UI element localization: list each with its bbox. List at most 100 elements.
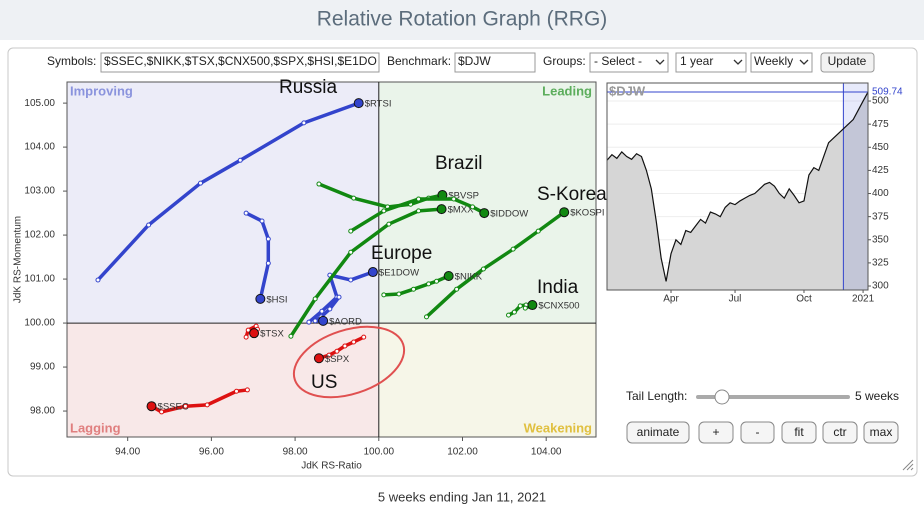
tail-point[interactable] [511, 309, 517, 315]
head-point[interactable] [146, 401, 157, 412]
head-point[interactable] [436, 204, 447, 215]
point-label: $IDDOW [490, 209, 528, 220]
tail-point[interactable] [146, 222, 152, 228]
tail-point[interactable] [243, 334, 249, 340]
head-point[interactable] [249, 328, 260, 339]
y-tick-label: 103.00 [24, 186, 55, 197]
tail-point[interactable] [517, 303, 523, 309]
tail-point[interactable] [265, 260, 271, 266]
tail-point[interactable] [506, 312, 512, 318]
head-point[interactable] [559, 207, 570, 218]
y-tick-label: 98.00 [30, 406, 55, 417]
tail-point[interactable] [510, 246, 516, 252]
tail-point[interactable] [306, 319, 312, 325]
tail-point[interactable] [361, 334, 367, 340]
tail-point[interactable] [265, 236, 271, 242]
tail-point[interactable] [334, 348, 340, 354]
tail-line [96, 101, 361, 282]
head-point[interactable] [443, 270, 454, 281]
tail-point[interactable] [396, 291, 402, 297]
tail-point[interactable] [233, 388, 239, 394]
point-label: $TSX [260, 329, 284, 340]
groups-select[interactable] [589, 52, 669, 73]
benchmark-input[interactable] [454, 52, 536, 73]
tail-point[interactable] [198, 180, 204, 186]
update-button[interactable] [820, 52, 875, 73]
tail-slider-knob[interactable] [714, 389, 730, 405]
tail-point[interactable] [319, 308, 325, 314]
tail-point[interactable] [451, 196, 457, 202]
y-tick-label: 475 [872, 119, 889, 130]
head-point[interactable] [367, 267, 378, 278]
head-point[interactable] [479, 208, 490, 219]
tail-point[interactable] [301, 120, 307, 126]
tail-point[interactable] [342, 343, 348, 349]
quadrant-label: Weakening [524, 420, 592, 435]
tail-point[interactable] [159, 409, 165, 415]
tail-point[interactable] [243, 210, 249, 216]
tail-point[interactable] [416, 196, 422, 202]
head-point[interactable] [313, 353, 324, 364]
tail-point[interactable] [348, 249, 354, 255]
point-label: $HSI [266, 294, 287, 305]
tail-point[interactable] [411, 286, 417, 292]
tail-point[interactable] [470, 204, 476, 210]
x-tick-label: 96.00 [199, 447, 224, 458]
tail-point[interactable] [182, 403, 188, 409]
tail-point[interactable] [326, 352, 332, 358]
head-point[interactable] [318, 315, 329, 326]
tail-point[interactable] [454, 286, 460, 292]
symbols-input[interactable] [100, 52, 380, 73]
tail-point[interactable] [259, 218, 265, 224]
tail-point[interactable] [426, 281, 432, 287]
tail-point[interactable] [312, 296, 318, 302]
tail-point[interactable] [522, 305, 528, 311]
x-tick-label: 102.00 [447, 447, 478, 458]
tail-point[interactable] [312, 318, 318, 324]
tail-point[interactable] [348, 228, 354, 234]
tail-point[interactable] [327, 306, 333, 312]
tail-point[interactable] [336, 294, 342, 300]
tail-point[interactable] [237, 157, 243, 163]
tail-point[interactable] [416, 208, 422, 214]
tool-button[interactable] [740, 421, 775, 444]
head-point[interactable] [255, 293, 266, 304]
tail-point[interactable] [244, 387, 250, 393]
resize-grip [902, 459, 914, 471]
y-tick-label: 102.00 [24, 230, 55, 241]
tail-point[interactable] [381, 208, 387, 214]
tail-point[interactable] [434, 278, 440, 284]
quadrant [378, 323, 596, 437]
tail-point[interactable] [351, 195, 357, 201]
frequency-select[interactable] [750, 52, 813, 73]
tail-point[interactable] [316, 181, 322, 187]
point-label: $KOSPI [570, 208, 604, 219]
tool-button[interactable] [626, 421, 690, 444]
x-axis-title: JdK RS-Ratio [301, 461, 362, 472]
tail-point[interactable] [95, 277, 101, 283]
quadrant-label: Lagging [70, 420, 121, 435]
benchmark-value: $DJW [458, 54, 491, 68]
tail-point[interactable] [348, 277, 354, 283]
head-point[interactable] [353, 98, 364, 109]
head-point[interactable] [527, 300, 538, 311]
tail-point[interactable] [480, 266, 486, 272]
x-tick-label: Jul [729, 294, 742, 305]
tool-button[interactable] [822, 421, 858, 444]
tool-button[interactable] [781, 421, 817, 444]
period-select[interactable] [675, 52, 747, 73]
tail-length-label: Tail Length: [626, 389, 687, 403]
point-label: $RTSI [365, 99, 392, 110]
y-axis-title: JdK RS-Momentum [13, 216, 24, 303]
tool-button[interactable] [863, 421, 899, 444]
tail-point[interactable] [351, 339, 357, 345]
tail-point[interactable] [535, 228, 541, 234]
tool-button[interactable] [698, 421, 734, 444]
tail-point[interactable] [381, 292, 387, 298]
tail-point[interactable] [204, 402, 210, 408]
tail-point[interactable] [386, 221, 392, 227]
tail-line [289, 207, 444, 339]
tail-point[interactable] [424, 314, 430, 320]
tail-point[interactable] [288, 333, 294, 339]
